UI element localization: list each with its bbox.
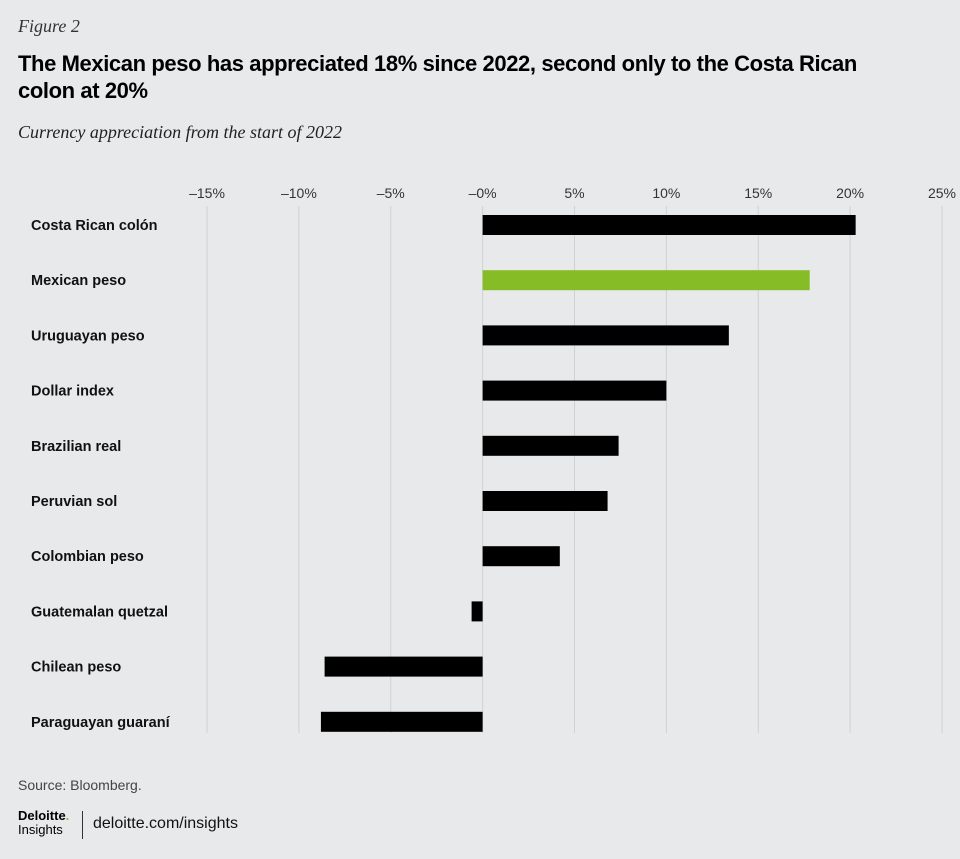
category-label: Colombian peso bbox=[31, 549, 144, 565]
x-tick-label: –15% bbox=[189, 185, 225, 201]
bar bbox=[482, 435, 619, 456]
x-tick-label: 10% bbox=[652, 185, 680, 201]
source-note: Source: Bloomberg. bbox=[18, 777, 142, 793]
category-label: Uruguayan peso bbox=[31, 328, 145, 344]
x-tick-label: –0% bbox=[469, 185, 497, 201]
bar bbox=[471, 601, 483, 622]
x-tick-label: 25% bbox=[928, 185, 956, 201]
deloitte-insights-logo: Deloitte. Insights bbox=[18, 809, 88, 837]
bar bbox=[324, 656, 483, 677]
x-tick-label: –5% bbox=[377, 185, 405, 201]
category-label: Chilean peso bbox=[31, 660, 121, 676]
category-label: Brazilian real bbox=[31, 439, 121, 455]
bar bbox=[482, 325, 729, 346]
category-label: Peruvian sol bbox=[31, 494, 117, 510]
x-tick-label: –10% bbox=[281, 185, 317, 201]
bar bbox=[320, 711, 483, 732]
x-tick-label: 5% bbox=[564, 185, 584, 201]
bar bbox=[482, 491, 608, 511]
logo-dot: . bbox=[65, 808, 70, 823]
logo-name: Deloitte bbox=[18, 808, 66, 823]
bar bbox=[482, 270, 810, 291]
bar bbox=[482, 546, 560, 567]
chart-title: The Mexican peso has appreciated 18% sin… bbox=[18, 51, 857, 103]
x-tick-label: 20% bbox=[836, 185, 864, 201]
bar bbox=[482, 380, 667, 401]
category-label: Dollar index bbox=[31, 384, 114, 400]
chart-subtitle: Currency appreciation from the start of … bbox=[18, 122, 342, 142]
figure-label: Figure 2 bbox=[18, 16, 80, 36]
x-tick-label: 15% bbox=[744, 185, 772, 201]
site-link[interactable]: deloitte.com/insights bbox=[93, 815, 238, 832]
bar bbox=[482, 215, 856, 235]
category-label: Mexican peso bbox=[31, 273, 126, 289]
logo-sub: Insights bbox=[18, 822, 63, 837]
category-label: Paraguayan guaraní bbox=[31, 715, 171, 731]
category-label: Guatemalan quetzal bbox=[31, 604, 168, 620]
category-label: Costa Rican colón bbox=[31, 218, 158, 234]
footer-divider bbox=[82, 811, 83, 839]
bar-chart: –15% –10% –5% –0% 5% 10% 15% 20% 25% Costa Rican … bbox=[31, 185, 956, 733]
